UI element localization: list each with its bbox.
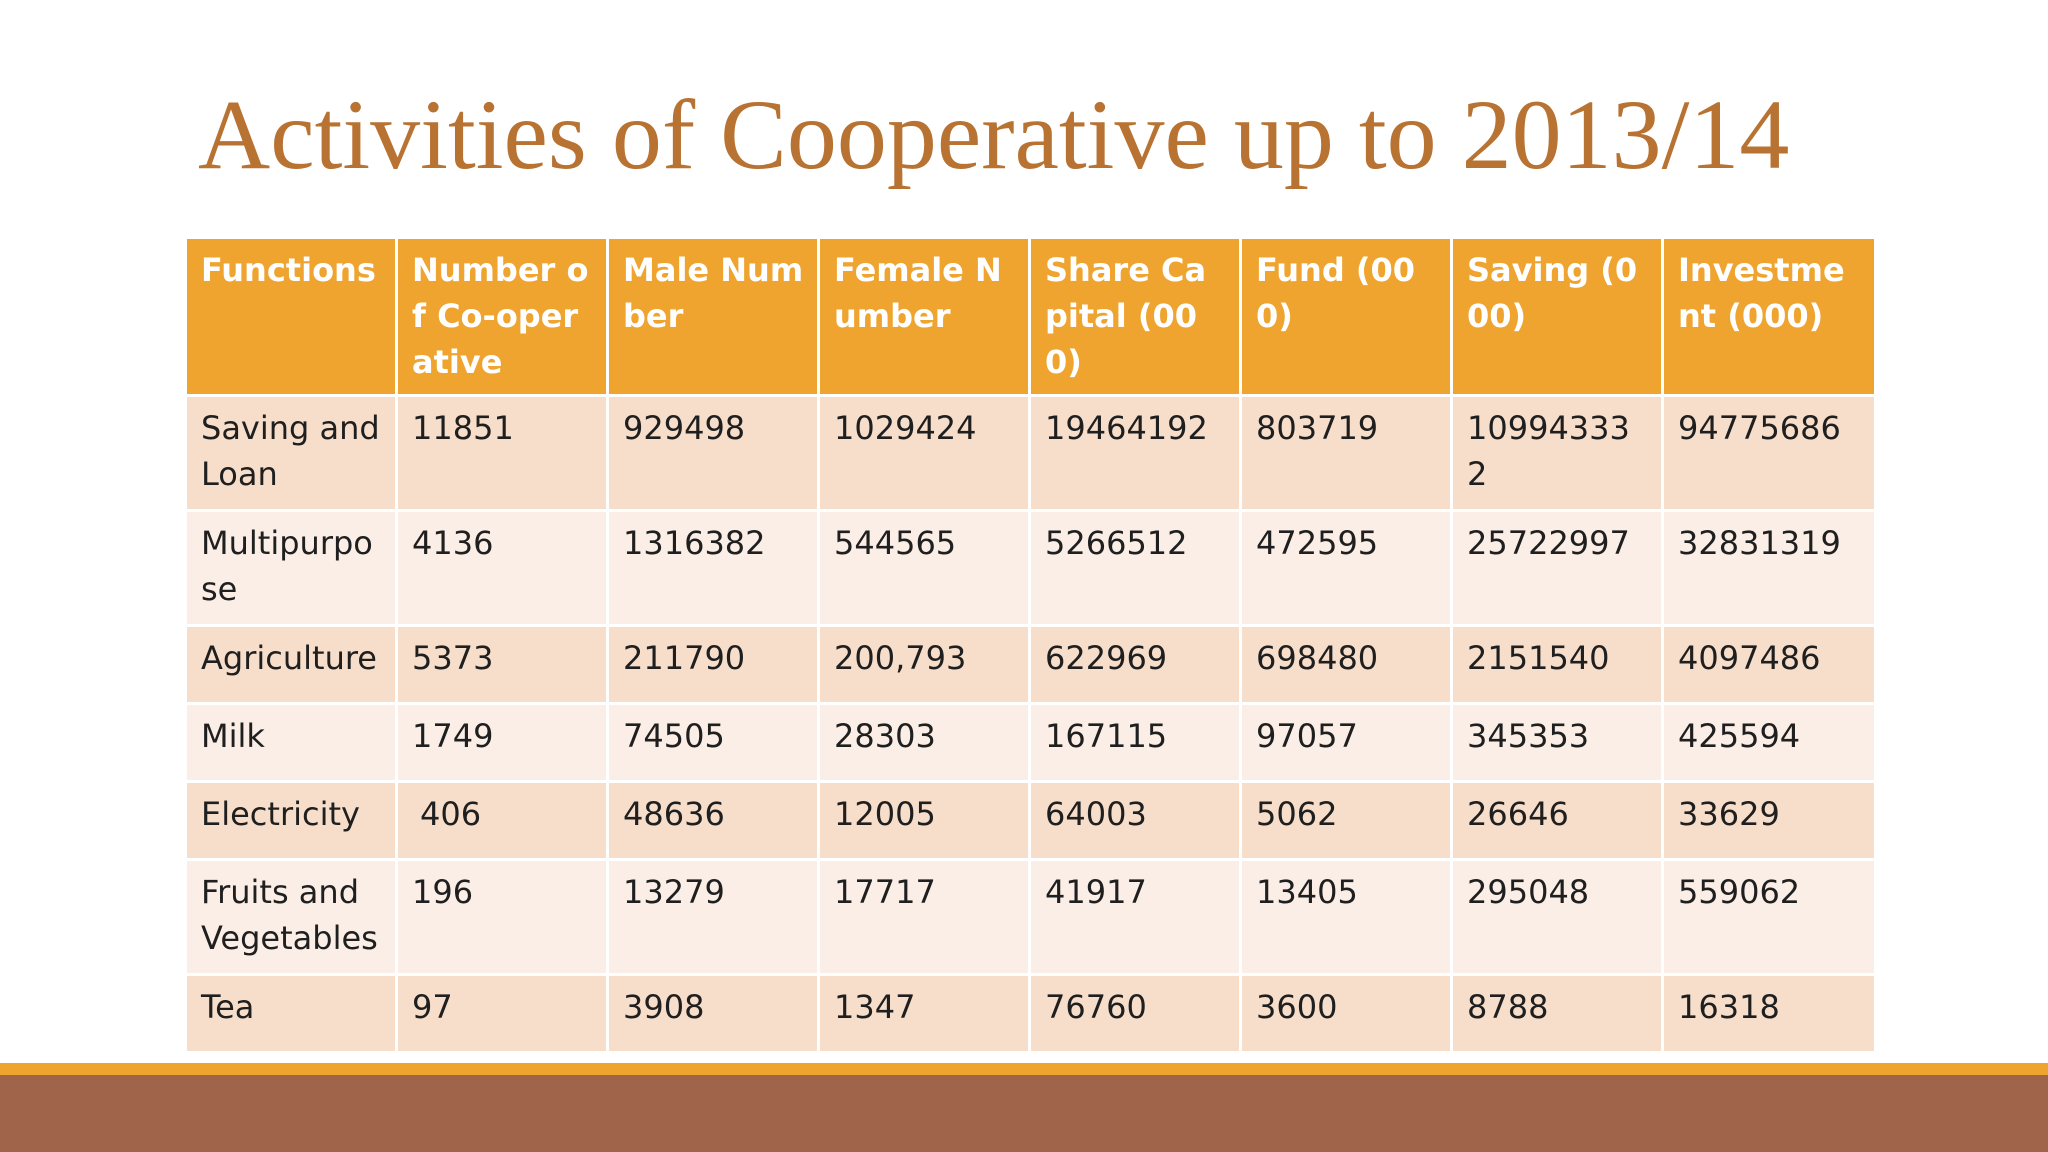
- cell-female-number: 1347: [817, 973, 1031, 1054]
- table-row: Multipurpose 4136 1316382 544565 5266512…: [184, 509, 1877, 627]
- cell-investment: 94775686: [1661, 394, 1877, 512]
- cell-function: Saving and Loan: [184, 394, 398, 512]
- cell-fund: 698480: [1239, 624, 1453, 705]
- cooperative-activities-table: Functions Number of Co-operative Male Nu…: [184, 236, 1877, 1054]
- cell-saving: 345353: [1450, 702, 1664, 783]
- cell-fund: 13405: [1239, 858, 1453, 976]
- cell-number-of-cooperative: 1749: [395, 702, 609, 783]
- cell-share-capital: 19464192: [1028, 394, 1242, 512]
- cell-saving: 295048: [1450, 858, 1664, 976]
- cell-investment: 4097486: [1661, 624, 1877, 705]
- cell-investment: 33629: [1661, 780, 1877, 861]
- cell-saving: 8788: [1450, 973, 1664, 1054]
- cell-male-number: 48636: [606, 780, 820, 861]
- cell-share-capital: 167115: [1028, 702, 1242, 783]
- header-share-capital: Share Capital (000): [1028, 236, 1242, 397]
- table-row: Fruits and Vegetables 196 13279 17717 41…: [184, 858, 1877, 976]
- cell-male-number: 1316382: [606, 509, 820, 627]
- cell-investment: 32831319: [1661, 509, 1877, 627]
- cell-female-number: 1029424: [817, 394, 1031, 512]
- cell-number-of-cooperative: 11851: [395, 394, 609, 512]
- cell-share-capital: 622969: [1028, 624, 1242, 705]
- table-row: Milk 1749 74505 28303 167115 97057 34535…: [184, 702, 1877, 783]
- header-female-number: Female Number: [817, 236, 1031, 397]
- footer-bar: [0, 1075, 2048, 1152]
- header-male-number: Male Number: [606, 236, 820, 397]
- cell-share-capital: 76760: [1028, 973, 1242, 1054]
- cell-fund: 3600: [1239, 973, 1453, 1054]
- cell-number-of-cooperative: 5373: [395, 624, 609, 705]
- cell-saving: 109943332: [1450, 394, 1664, 512]
- cell-fund: 97057: [1239, 702, 1453, 783]
- cell-function: Tea: [184, 973, 398, 1054]
- cell-male-number: 13279: [606, 858, 820, 976]
- cell-female-number: 12005: [817, 780, 1031, 861]
- cell-fund: 472595: [1239, 509, 1453, 627]
- cell-saving: 25722997: [1450, 509, 1664, 627]
- cell-female-number: 28303: [817, 702, 1031, 783]
- cell-number-of-cooperative: 196: [395, 858, 609, 976]
- cell-investment: 559062: [1661, 858, 1877, 976]
- cell-male-number: 74505: [606, 702, 820, 783]
- cell-male-number: 3908: [606, 973, 820, 1054]
- cell-saving: 26646: [1450, 780, 1664, 861]
- header-number-of-cooperative: Number of Co-operative: [395, 236, 609, 397]
- table-header-row: Functions Number of Co-operative Male Nu…: [184, 236, 1877, 397]
- table-row: Saving and Loan 11851 929498 1029424 194…: [184, 394, 1877, 512]
- cell-share-capital: 5266512: [1028, 509, 1242, 627]
- table-row: Agriculture 5373 211790 200,793 622969 6…: [184, 624, 1877, 705]
- cell-share-capital: 41917: [1028, 858, 1242, 976]
- cell-share-capital: 64003: [1028, 780, 1242, 861]
- cell-number-of-cooperative: 4136: [395, 509, 609, 627]
- cell-fund: 803719: [1239, 394, 1453, 512]
- header-fund: Fund (000): [1239, 236, 1453, 397]
- cell-function: Electricity: [184, 780, 398, 861]
- cell-number-of-cooperative: 97: [395, 973, 609, 1054]
- header-functions: Functions: [184, 236, 398, 397]
- cell-investment: 16318: [1661, 973, 1877, 1054]
- cell-function: Milk: [184, 702, 398, 783]
- cell-male-number: 929498: [606, 394, 820, 512]
- table-row: Electricity 406 48636 12005 64003 5062 2…: [184, 780, 1877, 861]
- cell-female-number: 544565: [817, 509, 1031, 627]
- cell-function: Fruits and Vegetables: [184, 858, 398, 976]
- cell-fund: 5062: [1239, 780, 1453, 861]
- cell-function: Agriculture: [184, 624, 398, 705]
- table-row: Tea 97 3908 1347 76760 3600 8788 16318: [184, 973, 1877, 1054]
- header-saving: Saving (000): [1450, 236, 1664, 397]
- cell-male-number: 211790: [606, 624, 820, 705]
- cell-saving: 2151540: [1450, 624, 1664, 705]
- cell-female-number: 200,793: [817, 624, 1031, 705]
- cell-number-of-cooperative: 406: [395, 780, 609, 861]
- header-investment: Investment (000): [1661, 236, 1877, 397]
- cell-female-number: 17717: [817, 858, 1031, 976]
- slide-title: Activities of Cooperative up to 2013/14: [198, 79, 1790, 190]
- footer-accent-bar: [0, 1063, 2048, 1075]
- cell-function: Multipurpose: [184, 509, 398, 627]
- cell-investment: 425594: [1661, 702, 1877, 783]
